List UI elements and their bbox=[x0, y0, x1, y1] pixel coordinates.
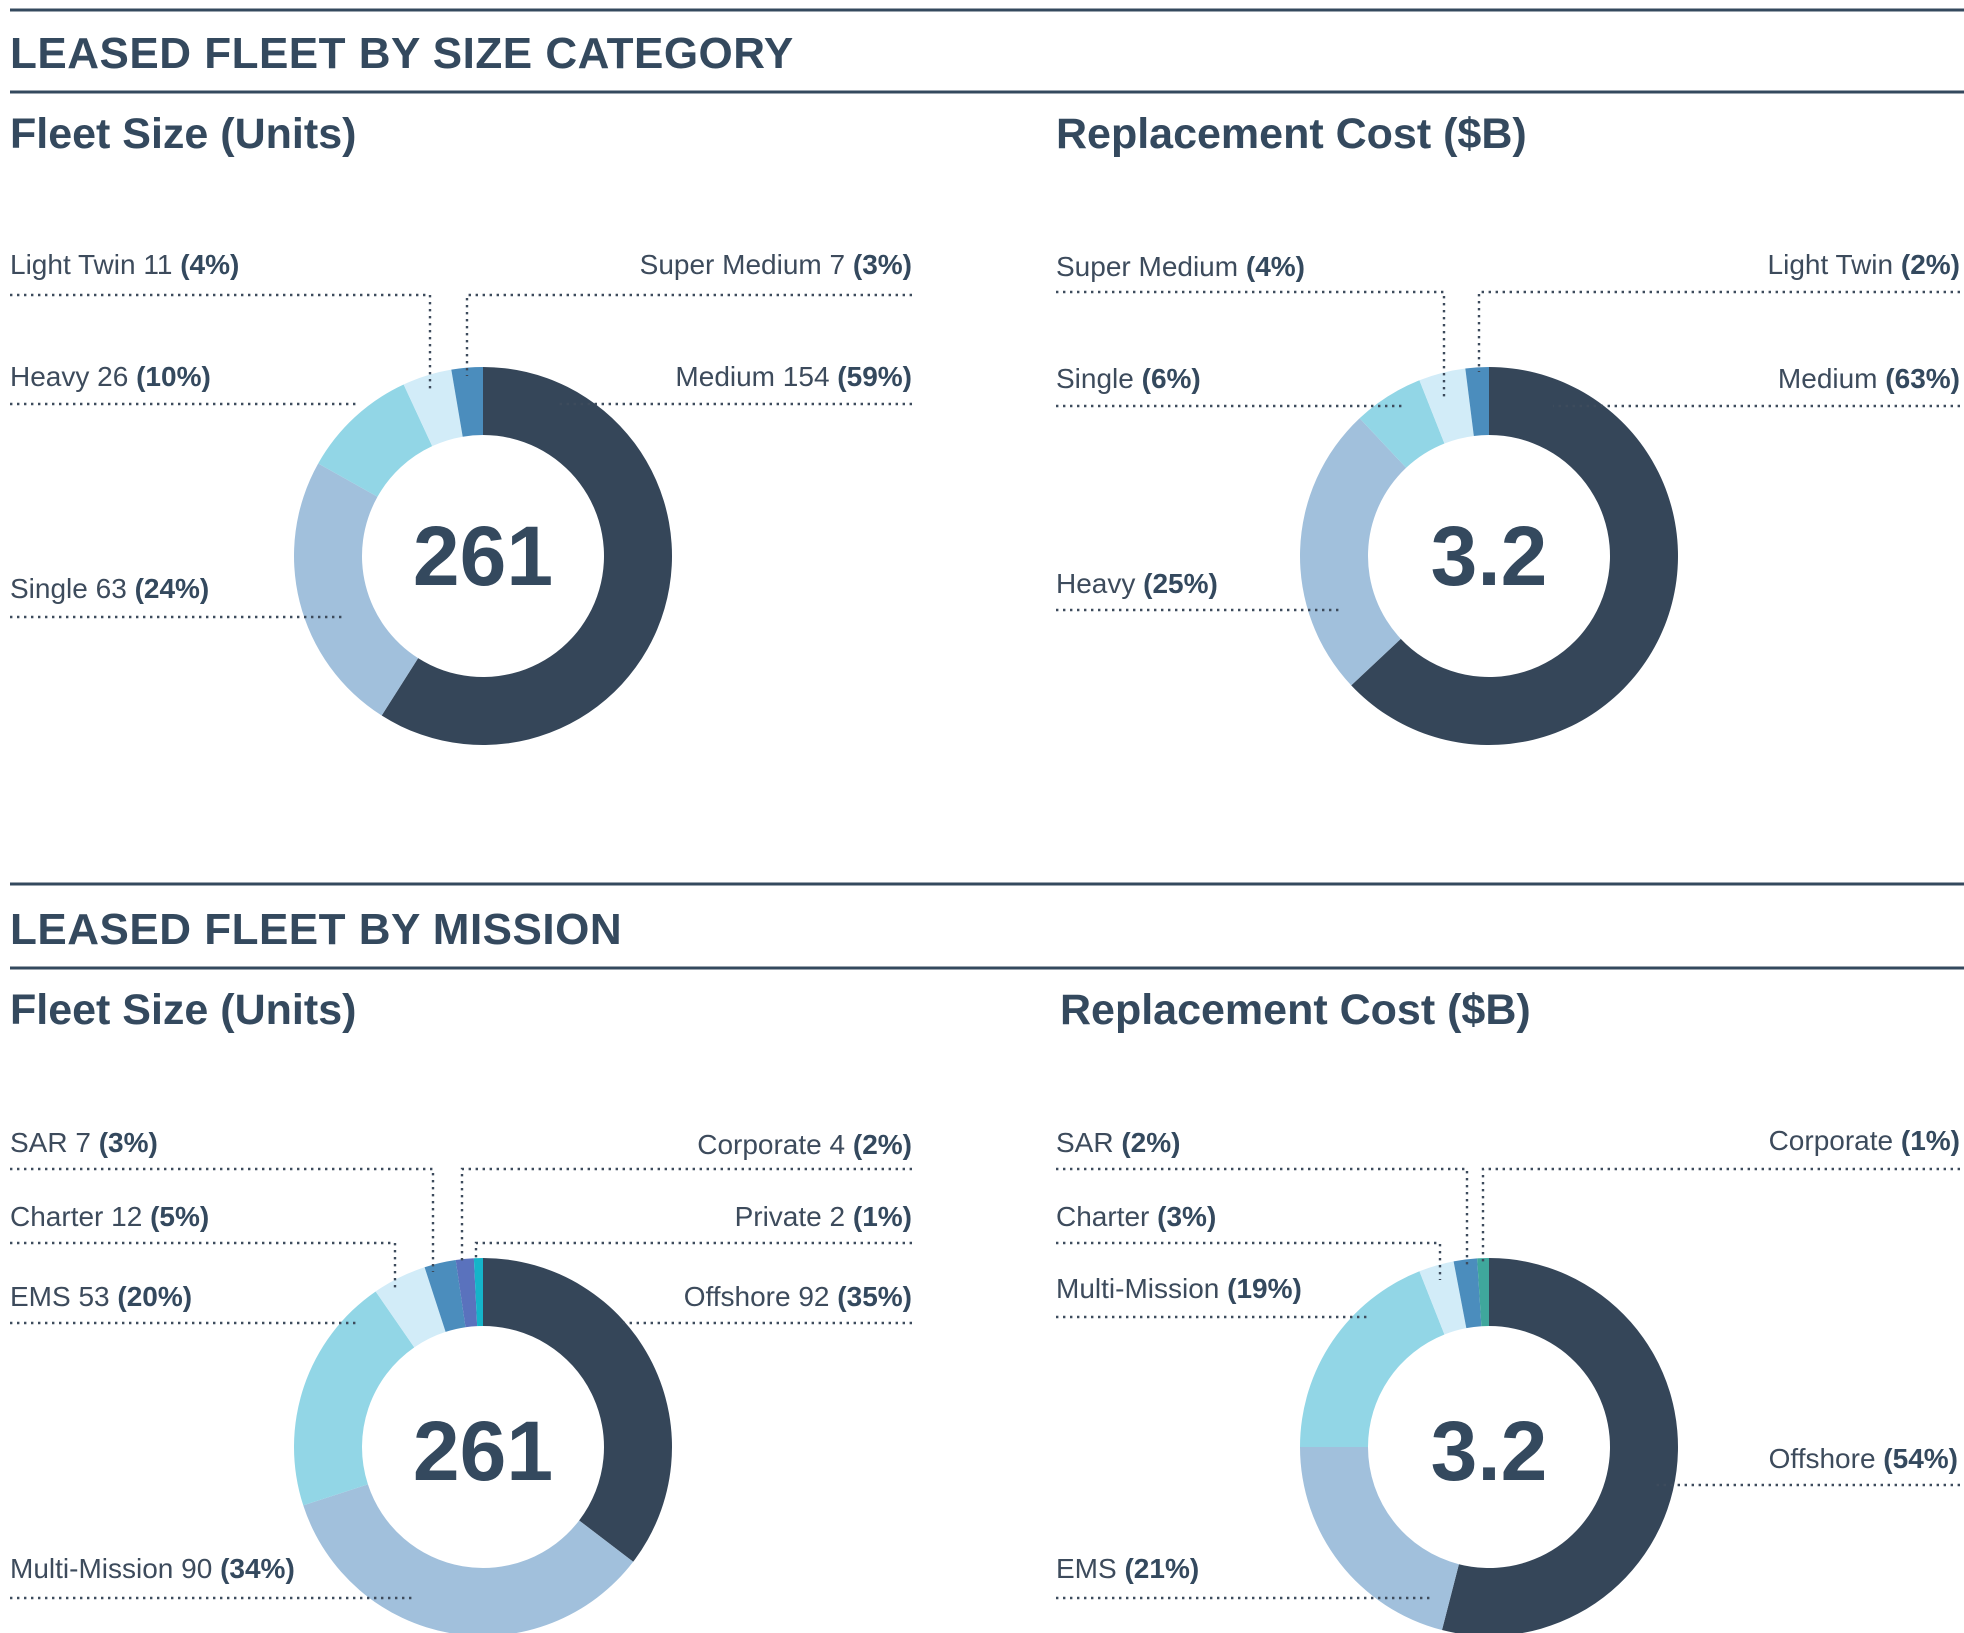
slice-label-super-medium: Super Medium 7 (3%) bbox=[640, 249, 912, 280]
donut-slices bbox=[293, 1258, 672, 1633]
donut-slice-private bbox=[473, 1258, 483, 1327]
donut-center-total: 3.2 bbox=[1431, 509, 1548, 603]
donut-slice-corporate bbox=[1477, 1258, 1489, 1327]
chart-title: Replacement Cost ($B) bbox=[1056, 110, 1527, 158]
donut-center-total: 261 bbox=[413, 509, 553, 603]
donut-slice-multi-mission bbox=[1300, 1271, 1445, 1447]
slice-label-single: Single (6%) bbox=[1056, 363, 1201, 394]
leader-line bbox=[10, 1167, 435, 1272]
slice-label-heavy: Heavy 26 (10%) bbox=[10, 361, 211, 392]
donut-slice-multi-mission bbox=[303, 1484, 634, 1633]
leader-lines bbox=[1056, 290, 1960, 612]
donut-slice-offshore bbox=[1442, 1258, 1679, 1633]
leader-lines bbox=[10, 293, 912, 619]
slice-label-corporate: Corporate (1%) bbox=[1769, 1125, 1960, 1156]
slice-label-light-twin: Light Twin (2%) bbox=[1768, 249, 1960, 280]
slice-label-sar: SAR 7 (3%) bbox=[10, 1127, 158, 1158]
chart-title: Fleet Size (Units) bbox=[10, 986, 356, 1034]
donut-chart-size-units: Fleet Size (Units) 261 Light Twin 11 (4%… bbox=[10, 110, 912, 746]
section-title-mission: LEASED FLEET BY MISSION bbox=[10, 905, 622, 954]
donut-slices bbox=[1300, 1258, 1679, 1633]
leader-line bbox=[460, 1167, 912, 1264]
donut-slice-medium bbox=[1351, 367, 1678, 745]
donut-slice-super-medium bbox=[451, 367, 483, 437]
slice-label-charter: Charter 12 (5%) bbox=[10, 1201, 209, 1232]
slice-label-multi-mission: Multi-Mission (19%) bbox=[1056, 1273, 1302, 1304]
donut-labels: Super Medium (4%) Light Twin (2%) Single… bbox=[1056, 249, 1960, 599]
donut-slice-sar bbox=[424, 1259, 466, 1332]
slice-label-ems: EMS 53 (20%) bbox=[10, 1281, 192, 1312]
section-title-size: LEASED FLEET BY SIZE CATEGORY bbox=[10, 29, 794, 78]
leader-line bbox=[474, 1241, 912, 1262]
slice-label-light-twin: Light Twin 11 (4%) bbox=[10, 249, 239, 280]
leader-line bbox=[465, 293, 912, 376]
slice-label-medium: Medium (63%) bbox=[1778, 363, 1960, 394]
donut-center-total: 261 bbox=[413, 1404, 553, 1498]
chart-title: Replacement Cost ($B) bbox=[1060, 986, 1531, 1034]
leader-lines bbox=[10, 1167, 912, 1600]
donut-labels: SAR 7 (3%) Corporate 4 (2%) Charter 12 (… bbox=[10, 1127, 912, 1584]
leader-line bbox=[10, 293, 432, 392]
slice-label-ems: EMS (21%) bbox=[1056, 1553, 1199, 1584]
donut-labels: SAR (2%) Corporate (1%) Charter (3%) Mul… bbox=[1056, 1125, 1960, 1584]
slice-label-multi-mission: Multi-Mission 90 (34%) bbox=[10, 1553, 295, 1584]
donut-slice-sar bbox=[1453, 1258, 1482, 1329]
slice-label-single: Single 63 (24%) bbox=[10, 573, 209, 604]
slice-label-private: Private 2 (1%) bbox=[735, 1201, 912, 1232]
donut-slice-corporate bbox=[455, 1258, 478, 1328]
donut-chart-mission-units: Fleet Size (Units) 261 SAR 7 (3%) Corpor… bbox=[10, 986, 912, 1633]
donut-slice-charter bbox=[375, 1267, 446, 1348]
leader-lines bbox=[1056, 1167, 1960, 1600]
donut-slice-light-twin bbox=[403, 369, 463, 447]
donut-slice-medium bbox=[381, 367, 672, 746]
donut-chart-mission-cost: Replacement Cost ($B) 3.2 SAR (2%) Corpo… bbox=[1056, 986, 1960, 1633]
slice-label-heavy: Heavy (25%) bbox=[1056, 568, 1218, 599]
donut-chart-size-cost: Replacement Cost ($B) 3.2 Super Medium (… bbox=[1056, 110, 1960, 745]
donut-slice-super-medium bbox=[1419, 368, 1474, 444]
donut-slice-charter bbox=[1419, 1261, 1467, 1335]
donut-slices bbox=[1300, 367, 1678, 745]
slice-label-medium: Medium 154 (59%) bbox=[675, 361, 912, 392]
slice-label-offshore: Offshore 92 (35%) bbox=[684, 1281, 912, 1312]
donut-slice-ems bbox=[293, 1291, 415, 1506]
chart-title: Fleet Size (Units) bbox=[10, 110, 356, 158]
leader-line bbox=[10, 1241, 397, 1290]
donut-slice-heavy bbox=[318, 384, 433, 497]
donut-slice-single bbox=[1359, 380, 1445, 468]
donut-slice-offshore bbox=[483, 1258, 672, 1562]
leader-line bbox=[1477, 290, 1960, 372]
slice-label-offshore: Offshore (54%) bbox=[1769, 1443, 1958, 1474]
donut-center-total: 3.2 bbox=[1431, 1404, 1548, 1498]
leader-line bbox=[1056, 1241, 1442, 1280]
donut-slice-heavy bbox=[1300, 418, 1407, 686]
slice-label-sar: SAR (2%) bbox=[1056, 1127, 1180, 1158]
donut-slices bbox=[294, 367, 672, 746]
donut-slice-single bbox=[294, 463, 419, 716]
leader-line bbox=[1481, 1167, 1960, 1262]
slice-label-corporate: Corporate 4 (2%) bbox=[697, 1129, 912, 1160]
slice-label-charter: Charter (3%) bbox=[1056, 1201, 1216, 1232]
donut-slice-light-twin bbox=[1465, 367, 1489, 436]
donut-labels: Light Twin 11 (4%) Super Medium 7 (3%) H… bbox=[10, 249, 912, 604]
slice-label-super-medium: Super Medium (4%) bbox=[1056, 251, 1305, 282]
donut-slice-ems bbox=[1300, 1447, 1459, 1631]
